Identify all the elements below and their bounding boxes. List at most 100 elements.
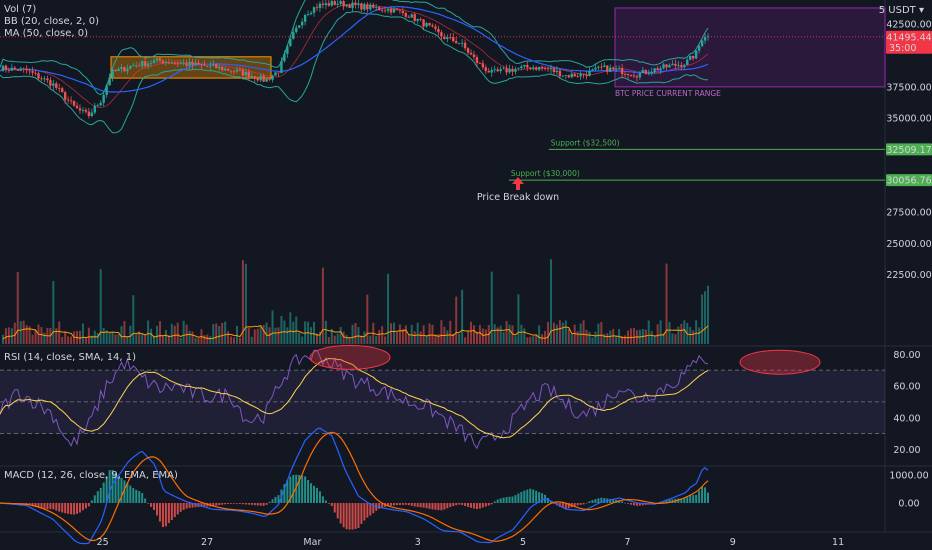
candle-body — [588, 70, 591, 77]
candle-body — [375, 7, 378, 8]
macd-histogram-bar — [549, 500, 552, 503]
macd-histogram-bar — [123, 480, 126, 503]
macd-histogram-bar — [671, 499, 674, 503]
legend-vol[interactable]: Vol (7) — [4, 4, 37, 15]
candle-body — [638, 72, 642, 78]
candle-body — [493, 69, 496, 71]
macd-histogram-bar — [395, 503, 398, 506]
macd-histogram-bar — [490, 503, 493, 505]
volume-bar — [567, 329, 570, 344]
volume-bar — [549, 259, 552, 344]
price-tick-6: 25000.00 — [886, 239, 931, 250]
volume-bar — [117, 334, 120, 344]
macd-histogram-bar — [591, 500, 594, 503]
macd-histogram-bar — [161, 503, 164, 528]
candle-body — [265, 78, 268, 82]
macd-histogram-bar — [452, 503, 455, 507]
macd-histogram-bar — [597, 498, 600, 503]
btc-range-box — [614, 7, 886, 88]
candle-body — [135, 65, 138, 67]
candle-body — [69, 100, 73, 102]
volume-bar — [458, 333, 461, 344]
candle-body — [10, 67, 14, 71]
candle-body — [336, 3, 339, 5]
macd-histogram-bar — [233, 503, 236, 504]
macd-histogram-bar — [40, 503, 43, 509]
volume-bar — [132, 295, 135, 344]
rsi-tick-3: 20.00 — [893, 445, 920, 456]
volume-bar — [19, 321, 22, 344]
candle-body — [167, 62, 171, 64]
macd-histogram-bar — [108, 470, 111, 503]
candle-body — [650, 72, 653, 74]
macd-histogram-bar — [538, 492, 541, 503]
macd-histogram-bar — [662, 500, 665, 503]
price-tick-5: 27500.00 — [886, 208, 931, 219]
candle-body — [321, 3, 325, 5]
candle-body — [72, 101, 76, 106]
candle-body — [481, 63, 485, 68]
rsi-legend[interactable]: RSI (14, close, SMA, 14, 1) — [4, 352, 137, 363]
candle-body — [99, 102, 102, 106]
volume-bar — [387, 273, 390, 344]
candle-body — [543, 68, 547, 70]
volume-bar — [259, 326, 262, 344]
volume-bar — [446, 330, 449, 344]
macd-histogram-bar — [695, 494, 698, 503]
macd-histogram-bar — [301, 475, 304, 503]
volume-bar — [318, 331, 321, 344]
candle-body — [620, 68, 624, 75]
volume-bar — [526, 337, 529, 344]
macd-histogram-bar — [387, 503, 390, 507]
legend-bb[interactable]: BB (20, close, 2, 0) — [4, 16, 99, 27]
candle-body — [466, 48, 470, 53]
macd-histogram-bar — [398, 503, 401, 505]
volume-bar — [440, 320, 443, 344]
candle-body — [460, 42, 464, 44]
candle-body — [422, 19, 425, 27]
candle-body — [93, 105, 96, 113]
indicator-legend: Vol (7) BB (20, close, 2, 0) MA (50, clo… — [4, 4, 99, 40]
volume-bar — [262, 324, 265, 344]
volume-bar — [555, 324, 558, 344]
volume-bar — [108, 332, 111, 344]
volume-bar — [594, 331, 597, 344]
support-30000-label: Support ($30,000) — [511, 169, 580, 178]
currency-selector[interactable]: 5 USDT ▾ — [879, 5, 924, 16]
candle-body — [511, 69, 514, 72]
macd-histogram-bar — [532, 489, 535, 503]
rsi-overbought-marker — [309, 344, 391, 370]
macd-histogram-bar — [372, 503, 375, 514]
candle-body — [585, 74, 588, 77]
candle-body — [90, 112, 94, 117]
macd-histogram-bar — [381, 503, 384, 508]
macd-histogram-bar — [191, 503, 194, 508]
candle-body — [632, 75, 636, 77]
macd-histogram-bar — [541, 493, 544, 503]
macd-histogram-bar — [345, 503, 348, 530]
macd-histogram-bar — [416, 503, 419, 507]
volume-bar — [695, 320, 698, 344]
volume-bar — [570, 333, 573, 344]
candle-body — [549, 68, 553, 70]
volume-bar — [609, 330, 612, 344]
candle-body — [606, 65, 609, 72]
candle-body — [419, 19, 422, 20]
volume-bar — [70, 336, 73, 344]
macd-histogram-bar — [641, 503, 644, 506]
macd-histogram-bar — [351, 503, 354, 530]
support-32500-badge — [886, 143, 932, 156]
macd-histogram-bar — [567, 503, 570, 509]
macd-signal-line — [0, 431, 709, 542]
volume-bar — [659, 320, 662, 344]
candle-body — [697, 46, 701, 51]
macd-histogram-bar — [487, 503, 490, 506]
macd-histogram-bar — [315, 487, 318, 503]
legend-ma[interactable]: MA (50, close, 0) — [4, 28, 89, 39]
candle-body — [16, 69, 19, 71]
volume-bar — [484, 329, 487, 344]
macd-legend[interactable]: MACD (12, 26, close, 9, EMA, EMA) — [4, 470, 178, 481]
candle-body — [600, 66, 603, 68]
